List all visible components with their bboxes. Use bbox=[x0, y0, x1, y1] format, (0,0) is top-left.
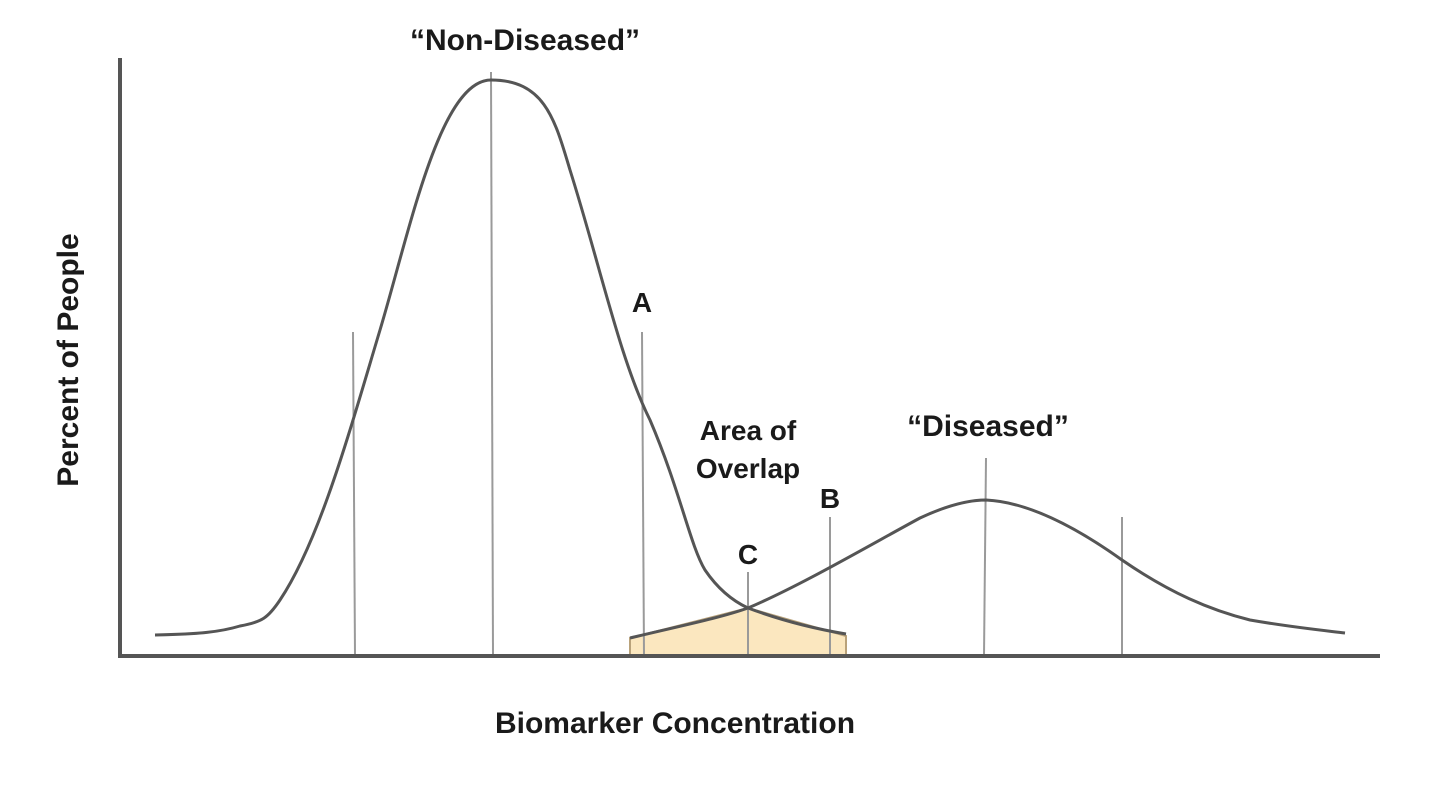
non-diseased-minus-sd-line bbox=[352, 331, 356, 657]
non-diseased-mean-line bbox=[490, 71, 494, 657]
overlap-area bbox=[629, 606, 847, 657]
marker-a-label: A bbox=[632, 287, 652, 318]
overlap-label-line2: Overlap bbox=[696, 453, 800, 484]
non-diseased-title: “Non-Diseased” bbox=[410, 24, 640, 57]
cutoff-a-line bbox=[641, 331, 645, 657]
non-diseased-curve bbox=[154, 78, 847, 637]
marker-c-label: C bbox=[738, 539, 758, 570]
diseased-mean-line bbox=[983, 457, 987, 657]
x-axis-label: Biomarker Concentration bbox=[495, 707, 855, 740]
diseased-curve bbox=[629, 498, 1346, 640]
y-axis-label: Percent of People bbox=[52, 233, 85, 486]
overlap-label-line1: Area of bbox=[700, 415, 797, 446]
marker-b-label: B bbox=[820, 483, 840, 514]
diseased-title: “Diseased” bbox=[907, 410, 1069, 443]
